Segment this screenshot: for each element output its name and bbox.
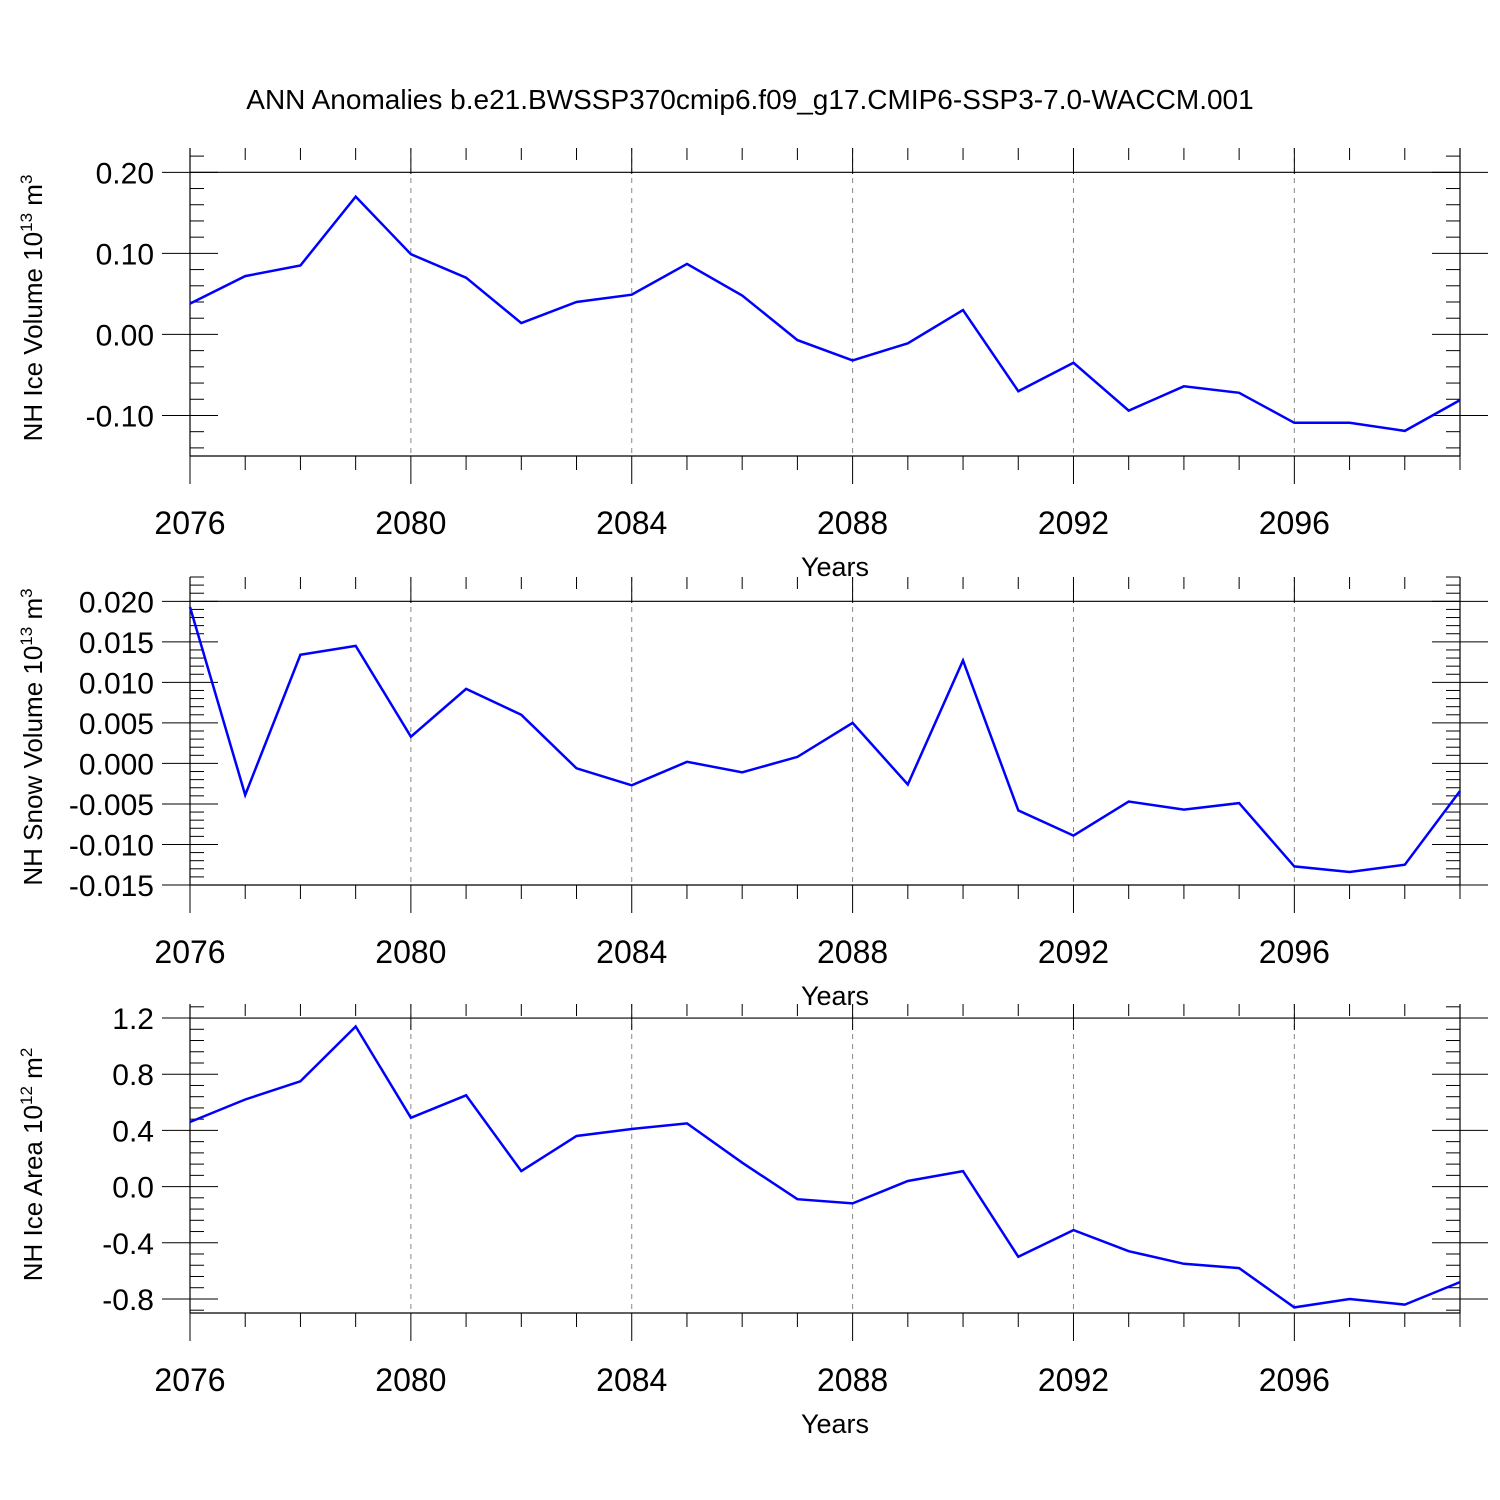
y-tick-label: 0.20 xyxy=(96,157,154,190)
x-tick-label: 2096 xyxy=(1259,505,1330,541)
y-tick-label: 0.0 xyxy=(112,1172,154,1205)
y-tick-label: 0.020 xyxy=(79,586,154,619)
x-tick-label: 2088 xyxy=(817,1362,888,1398)
x-axis-label: Years xyxy=(801,981,869,1011)
x-tick-label: 2080 xyxy=(375,1362,446,1398)
y-tick-label: 0.4 xyxy=(112,1115,154,1148)
y-tick-label: 1.2 xyxy=(112,1003,154,1036)
x-axis-label: Years xyxy=(801,552,869,582)
y-tick-label: 0.00 xyxy=(96,319,154,352)
y-axis-label: NH Ice Volume 1013 m3 xyxy=(17,175,48,442)
y-tick-label: -0.8 xyxy=(102,1284,154,1317)
chart-title: ANN Anomalies b.e21.BWSSP370cmip6.f09_g1… xyxy=(246,84,1254,115)
y-axis-label: NH Ice Area 1012 m2 xyxy=(17,1048,48,1282)
series-line xyxy=(189,1024,1461,1309)
y-tick-label: -0.010 xyxy=(69,829,154,862)
x-tick-label: 2088 xyxy=(817,505,888,541)
y-tick-label: -0.4 xyxy=(102,1228,154,1261)
x-tick-label: 2084 xyxy=(596,1362,667,1398)
x-tick-label: 2092 xyxy=(1038,934,1109,970)
chart-panel-3: -0.8 -0.4 0.0 0.4 0.8 1.2 2076 2080 2084 2088 2092… xyxy=(17,1003,1488,1439)
y-tick-label: -0.10 xyxy=(86,400,154,433)
x-tick-label: 2096 xyxy=(1259,1362,1330,1398)
x-axis-label: Years xyxy=(801,1409,869,1439)
y-tick-label: -0.015 xyxy=(69,870,154,903)
x-tick-label: 2096 xyxy=(1259,934,1330,970)
y-tick-label: 0.005 xyxy=(79,708,154,741)
y-tick-label: 0.10 xyxy=(96,238,154,271)
x-tick-label: 2076 xyxy=(154,934,225,970)
y-tick-label: 0.8 xyxy=(112,1059,154,1092)
y-tick-label: 0.000 xyxy=(79,748,154,781)
x-tick-label: 2080 xyxy=(375,505,446,541)
x-tick-label: 2084 xyxy=(596,505,667,541)
chart-panel-2: -0.015 -0.010 -0.005 0.000 0.005 0.010 0.015 0.… xyxy=(17,576,1488,1011)
series-line xyxy=(189,194,1461,433)
y-tick-label: -0.005 xyxy=(69,789,154,822)
y-tick-label: 0.010 xyxy=(79,667,154,700)
x-tick-label: 2076 xyxy=(154,505,225,541)
x-tick-label: 2076 xyxy=(154,1362,225,1398)
x-tick-label: 2088 xyxy=(817,934,888,970)
x-tick-label: 2092 xyxy=(1038,505,1109,541)
x-tick-label: 2084 xyxy=(596,934,667,970)
y-axis-label: NH Snow Volume 1013 m3 xyxy=(17,588,48,885)
x-tick-label: 2092 xyxy=(1038,1362,1109,1398)
series-line xyxy=(188,606,1462,874)
x-tick-label: 2080 xyxy=(375,934,446,970)
chart-panel-1: -0.10 0.00 0.10 0.20 2076 2080 2084 2088 2092 209… xyxy=(17,148,1488,582)
y-tick-label: 0.015 xyxy=(79,627,154,660)
